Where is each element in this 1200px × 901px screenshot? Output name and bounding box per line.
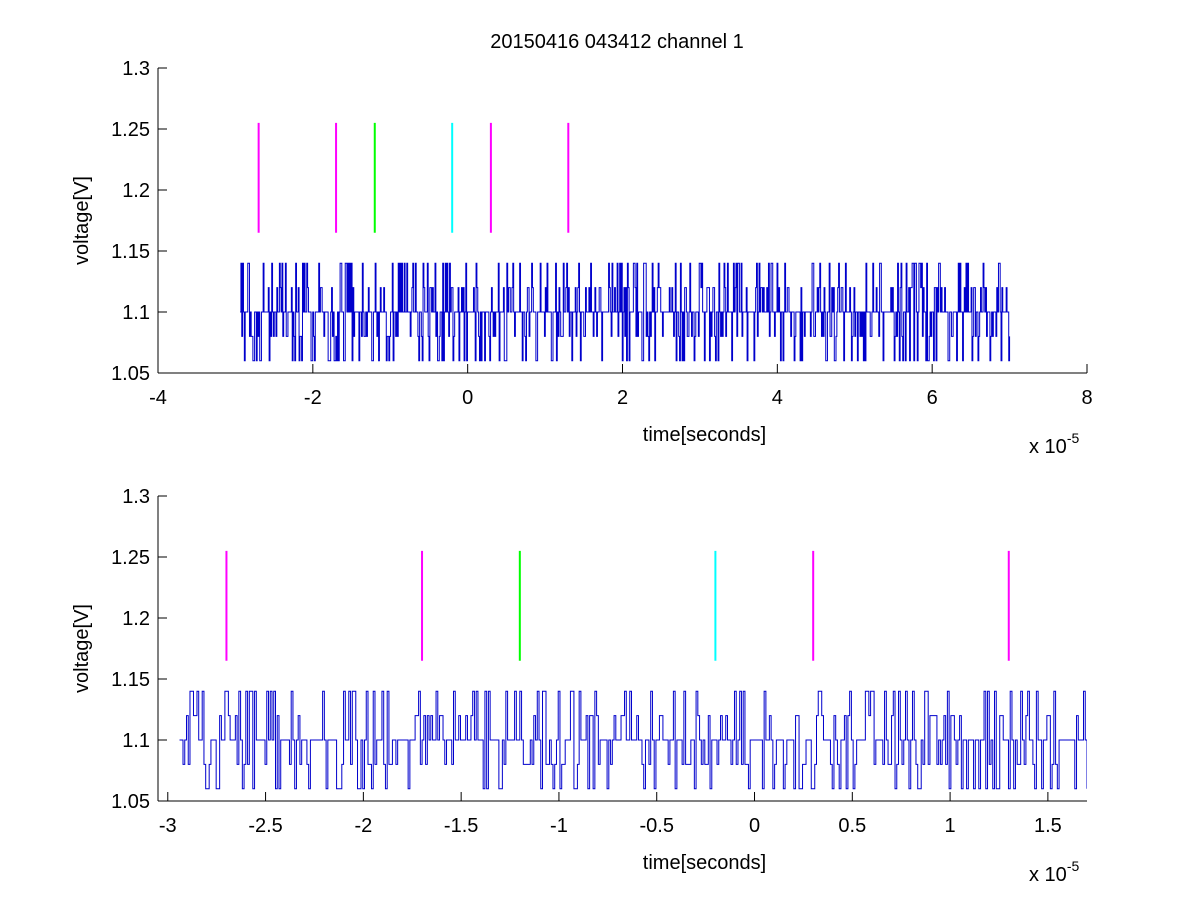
top-y-tick-label: 1.2	[122, 180, 150, 202]
top-y-axis-label: voltage[V]	[71, 176, 93, 265]
bottom-signal	[179, 690, 1087, 790]
top-signal	[240, 262, 1011, 362]
top-x-exponent: x 10-5	[1029, 430, 1079, 458]
top-x-exponent-base: x 10	[1029, 436, 1067, 458]
top-x-tick-label: 4	[772, 387, 783, 409]
top-event-markers	[257, 122, 570, 233]
top-signal-trace	[240, 262, 1011, 362]
top-x-exponent-power: -5	[1067, 430, 1080, 446]
bottom-x-tick-label: 1.5	[1034, 815, 1062, 837]
bottom-y-tick-label: 1.3	[122, 486, 150, 508]
top-y-tick-label: 1.3	[122, 58, 150, 80]
figure-title: 20150416 043412 channel 1	[490, 31, 744, 53]
bottom-y-tick-label: 1.05	[111, 791, 150, 813]
bottom-x-tick-label: -2.5	[248, 815, 282, 837]
bottom-signal-trace	[179, 690, 1087, 790]
top-x-tick-label: 2	[617, 387, 628, 409]
top-y-tick-label: 1.1	[122, 302, 150, 324]
bottom-x-exponent-base: x 10	[1029, 864, 1067, 886]
bottom-x-tick-label: -3	[159, 815, 177, 837]
top-x-tick-label: 0	[462, 387, 473, 409]
top-x-tick-label: 6	[927, 387, 938, 409]
bottom-x-tick-label: 0.5	[838, 815, 866, 837]
bottom-x-exponent-power: -5	[1067, 858, 1080, 874]
bottom-x-tick-label: 0	[749, 815, 760, 837]
top-x-tick-label: -4	[149, 387, 167, 409]
bottom-y-tick-label: 1.15	[111, 669, 150, 691]
bottom-axes: -3 -2.5 -2 -1.5 -1 -0.5 0 0.5 1 1.5 1.05 1.1 1.15 1.2…	[111, 486, 1087, 837]
top-axes: -4 -2 0 2 4 6 8 1.05 1.1 1.15 1.2 1.25 1.3	[111, 58, 1093, 409]
bottom-y-axis-label: voltage[V]	[71, 604, 93, 693]
bottom-x-tick-label: 1	[945, 815, 956, 837]
bottom-x-exponent: x 10-5	[1029, 858, 1079, 886]
bottom-subplot: -3 -2.5 -2 -1.5 -1 -0.5 0 0.5 1 1.5 1.05 1.1 1.15 1.2…	[71, 486, 1087, 886]
top-subplot: -4 -2 0 2 4 6 8 1.05 1.1 1.15 1.2 1.25 1.3 time[seco…	[71, 58, 1093, 458]
bottom-x-tick-label: -0.5	[639, 815, 673, 837]
bottom-x-tick-label: -2	[354, 815, 372, 837]
bottom-y-tick-label: 1.1	[122, 730, 150, 752]
top-x-tick-label: -2	[304, 387, 322, 409]
bottom-event-markers	[225, 550, 1010, 661]
bottom-x-tick-label: -1	[550, 815, 568, 837]
top-y-tick-label: 1.15	[111, 241, 150, 263]
top-x-axis-label: time[seconds]	[643, 424, 766, 446]
bottom-x-axis-label: time[seconds]	[643, 852, 766, 874]
top-y-tick-label: 1.05	[111, 363, 150, 385]
bottom-y-tick-label: 1.2	[122, 608, 150, 630]
bottom-y-tick-label: 1.25	[111, 547, 150, 569]
bottom-x-tick-label: -1.5	[444, 815, 478, 837]
top-y-tick-label: 1.25	[111, 119, 150, 141]
top-x-tick-label: 8	[1081, 387, 1092, 409]
